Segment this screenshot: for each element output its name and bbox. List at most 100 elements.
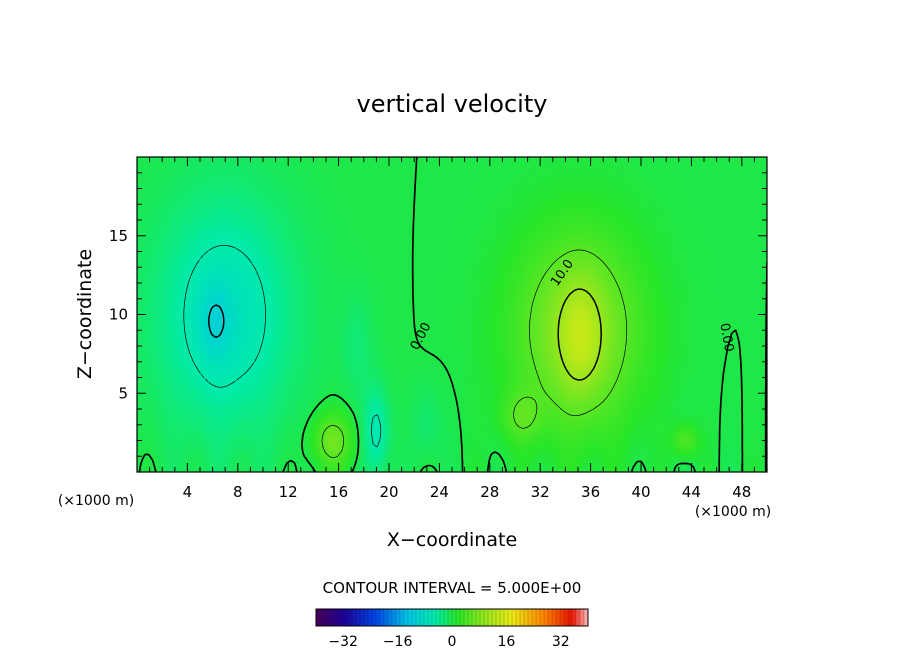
colorbar-cell (484, 609, 489, 626)
colorbar-cell (576, 609, 581, 626)
colorbar-cell (528, 609, 533, 626)
x-axis-label: X−coordinate (387, 529, 517, 551)
y-tick-label: 5 (118, 384, 128, 402)
colorbar-cell (328, 609, 333, 626)
x-unit-right: (×1000 m) (695, 504, 771, 520)
contour-label: 0.00 (716, 322, 736, 353)
colorbar-cell (324, 609, 329, 626)
x-tick-label: 48 (732, 483, 751, 501)
colorbar-cell (504, 609, 509, 626)
colorbar-tick-label: 32 (552, 634, 570, 650)
colorbar-cell (348, 609, 353, 626)
colorbar-cell (516, 609, 521, 626)
colorbar-cell (524, 609, 529, 626)
colorbar-tick-label: 16 (497, 634, 515, 650)
colorbar-cell (476, 609, 481, 626)
colorbar-cell (556, 609, 561, 626)
colorbar-cell (480, 609, 485, 626)
x-unit-left: (×1000 m) (58, 493, 134, 509)
colorbar-cell (380, 609, 385, 626)
contour-lines (138, 157, 767, 472)
colorbar-cell (316, 609, 321, 626)
colorbar-cell (320, 609, 325, 626)
colorbar-cell (536, 609, 541, 626)
colorbar-cell (376, 609, 381, 626)
colorbar-cell (500, 609, 505, 626)
y-axis: 5 10 15 (109, 172, 767, 457)
colorbar-cell (436, 609, 441, 626)
colorbar-cell (408, 609, 413, 626)
colorbar-cell (412, 609, 417, 626)
x-tick-label: 20 (379, 483, 398, 501)
colorbar-cell (384, 609, 389, 626)
y-tick-label: 15 (109, 227, 128, 245)
colorbar-tick-label: −16 (383, 634, 413, 650)
colorbar-cell (392, 609, 397, 626)
colorbar-tick-label: 0 (448, 634, 457, 650)
colorbar-cell (440, 609, 445, 626)
colorbar-cell (552, 609, 557, 626)
colorbar-cell (544, 609, 549, 626)
x-tick-label: 12 (279, 483, 298, 501)
x-tick-label: 36 (581, 483, 600, 501)
colorbar-frame (315, 608, 589, 627)
colorbar-cell (344, 609, 349, 626)
contour-neg5 (183, 244, 382, 448)
y-axis-label: Z−coordinate (74, 249, 96, 379)
colorbar-cell (508, 609, 513, 626)
velocity-field (137, 157, 767, 472)
colorbar-cell (512, 609, 517, 626)
colorbar-cells (315, 609, 589, 626)
x-tick-label: 32 (531, 483, 550, 501)
colorbar-cell (548, 609, 553, 626)
colorbar-cell (400, 609, 405, 626)
colorbar-cell (360, 609, 365, 626)
colorbar-ticks: −32 −16 0 16 32 (328, 634, 569, 650)
colorbar-cell (396, 609, 401, 626)
colorbar-tick-label: −32 (328, 634, 358, 650)
colorbar-cell (352, 609, 357, 626)
colorbar-cell (452, 609, 457, 626)
colorbar-cell (468, 609, 473, 626)
colorbar-cell (456, 609, 461, 626)
colorbar-cell (564, 609, 569, 626)
colorbar-cell (540, 609, 545, 626)
colorbar-cell (332, 609, 337, 626)
x-tick-label: 24 (430, 483, 449, 501)
colorbar-cell (472, 609, 477, 626)
colorbar-cell (580, 609, 585, 626)
x-tick-label: 8 (233, 483, 243, 501)
contour-pos10 (557, 288, 602, 381)
colorbar-cell (416, 609, 421, 626)
y-tick-label: 10 (109, 306, 128, 324)
contour-pos5 (321, 249, 628, 459)
chart-title: vertical velocity (357, 90, 548, 118)
colorbar: −32 −16 0 16 32 (315, 608, 589, 650)
x-axis: 4 8 12 16 20 24 28 32 36 40 44 48 (149, 157, 755, 501)
colorbar-cell (336, 609, 341, 626)
colorbar-cell (520, 609, 525, 626)
x-tick-label: 16 (329, 483, 348, 501)
colorbar-cell (448, 609, 453, 626)
x-tick-label: 40 (631, 483, 650, 501)
colorbar-cell (356, 609, 361, 626)
colorbar-cell (492, 609, 497, 626)
colorbar-cell (368, 609, 373, 626)
colorbar-cell (560, 609, 565, 626)
colorbar-cell (420, 609, 425, 626)
colorbar-cell (572, 609, 577, 626)
colorbar-cell (464, 609, 469, 626)
colorbar-cell (364, 609, 369, 626)
colorbar-cell (404, 609, 409, 626)
colorbar-cell (460, 609, 465, 626)
colorbar-cell (568, 609, 573, 626)
colorbar-cell (388, 609, 393, 626)
x-tick-label: 4 (183, 483, 193, 501)
colorbar-cell (444, 609, 449, 626)
x-tick-label: 44 (682, 483, 701, 501)
colorbar-cell (424, 609, 429, 626)
contour-zero (138, 157, 767, 472)
plot-area: 10.00.00 0.00 (136, 156, 768, 473)
colorbar-cell (372, 609, 377, 626)
